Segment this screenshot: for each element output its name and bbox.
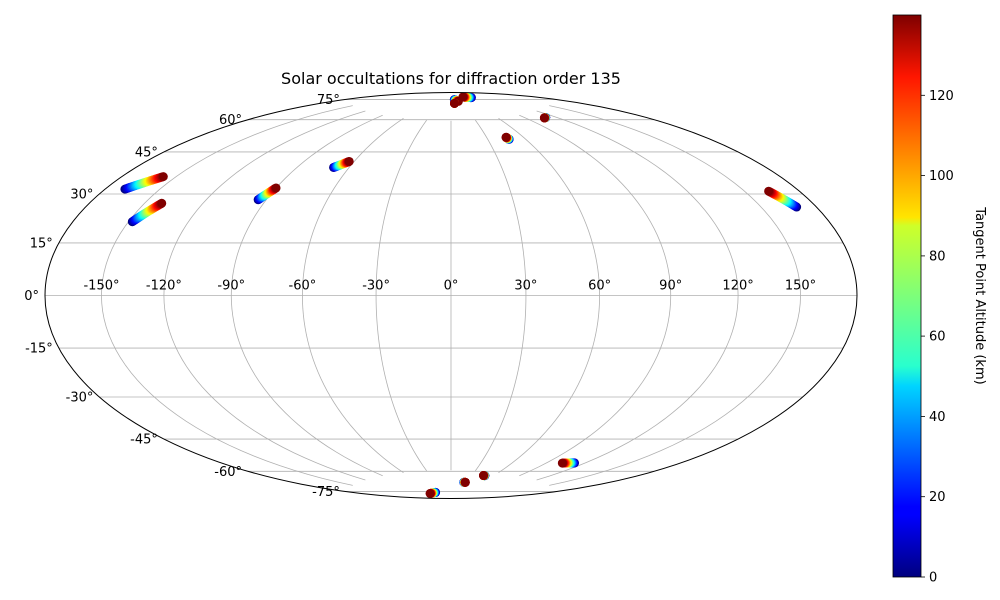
track-point xyxy=(458,92,468,102)
longitude-tick-label: -30° xyxy=(362,279,390,294)
latitude-tick-label: 60° xyxy=(219,113,242,128)
latitude-tick-label: -15° xyxy=(25,342,53,357)
occultation-track xyxy=(127,198,167,227)
occultation-track xyxy=(253,183,281,205)
track-point xyxy=(450,98,460,108)
occultation-track xyxy=(539,113,551,123)
longitude-tick-label: -90° xyxy=(217,279,245,294)
latitude-tick-label: -30° xyxy=(66,391,94,406)
longitude-tick-label: 0° xyxy=(444,279,459,294)
track-point xyxy=(478,471,488,481)
longitude-tick-label: 150° xyxy=(785,279,816,294)
occultation-track xyxy=(329,156,354,172)
latitude-tick-label: 15° xyxy=(30,237,53,252)
latitude-tick-labels: 75° 60° 45° 30° 15° 0° -15° -30° -45° -60° -75° xyxy=(24,93,340,500)
latitude-tick-label: 0° xyxy=(24,289,39,304)
track-point xyxy=(344,156,354,166)
colorbar-label: Tangent Point Altitude (km) xyxy=(972,206,987,384)
colorbar-tick-label: 80 xyxy=(929,249,946,264)
track-point xyxy=(557,458,567,468)
track-point xyxy=(764,186,774,196)
track-point xyxy=(157,198,167,208)
latitude-tick-label: 30° xyxy=(70,188,93,203)
longitude-tick-label: 30° xyxy=(514,279,537,294)
colorbar-tick-label: 0 xyxy=(929,571,937,586)
occultation-track xyxy=(458,92,476,103)
longitude-tick-label: 120° xyxy=(722,279,753,294)
colorbar-tick-label: 20 xyxy=(929,490,946,505)
occultation-track xyxy=(478,471,490,481)
latitude-tick-label: -45° xyxy=(130,433,158,448)
longitude-tick-label: -150° xyxy=(83,279,119,294)
track-point xyxy=(158,172,168,182)
occultation-track xyxy=(557,458,580,468)
graticule-grid xyxy=(45,99,857,492)
track-point xyxy=(539,113,549,123)
latitude-tick-label: 45° xyxy=(135,146,158,161)
longitude-tick-label: -120° xyxy=(146,279,182,294)
occultation-track xyxy=(120,172,168,194)
longitude-tick-label: -60° xyxy=(289,279,317,294)
longitude-tick-label: 60° xyxy=(588,279,611,294)
track-point xyxy=(460,477,470,487)
colorbar-tick-label: 100 xyxy=(929,169,954,184)
colorbar-gradient xyxy=(892,14,922,578)
map-boundary xyxy=(44,92,858,499)
longitude-tick-label: 90° xyxy=(659,279,682,294)
track-point xyxy=(425,489,435,499)
latitude-tick-label: -75° xyxy=(312,485,340,500)
occultation-tracks xyxy=(120,92,802,499)
occultation-track xyxy=(459,477,470,487)
occultation-track xyxy=(764,186,802,212)
colorbar-tick-label: 120 xyxy=(929,89,954,104)
latitude-tick-label: 75° xyxy=(317,93,340,108)
occultation-track xyxy=(425,487,441,499)
chart-title: Solar occultations for diffraction order… xyxy=(281,69,621,88)
track-point xyxy=(271,183,281,193)
latitude-tick-label: -60° xyxy=(214,465,242,480)
longitude-tick-labels: -150° -120° -90° -60° -30° 0° 30° 60° 90° 120° 150… xyxy=(83,279,816,294)
occultation-track xyxy=(501,132,514,144)
track-point xyxy=(501,132,511,142)
colorbar-tick-label: 40 xyxy=(929,410,946,425)
occultation-track xyxy=(450,98,460,108)
colorbar: 0 20 40 60 80 100 120 Tangent Point Altitude (… xyxy=(892,14,987,586)
colorbar-ticks: 0 20 40 60 80 100 120 xyxy=(921,89,954,586)
colorbar-tick-label: 60 xyxy=(929,330,946,345)
